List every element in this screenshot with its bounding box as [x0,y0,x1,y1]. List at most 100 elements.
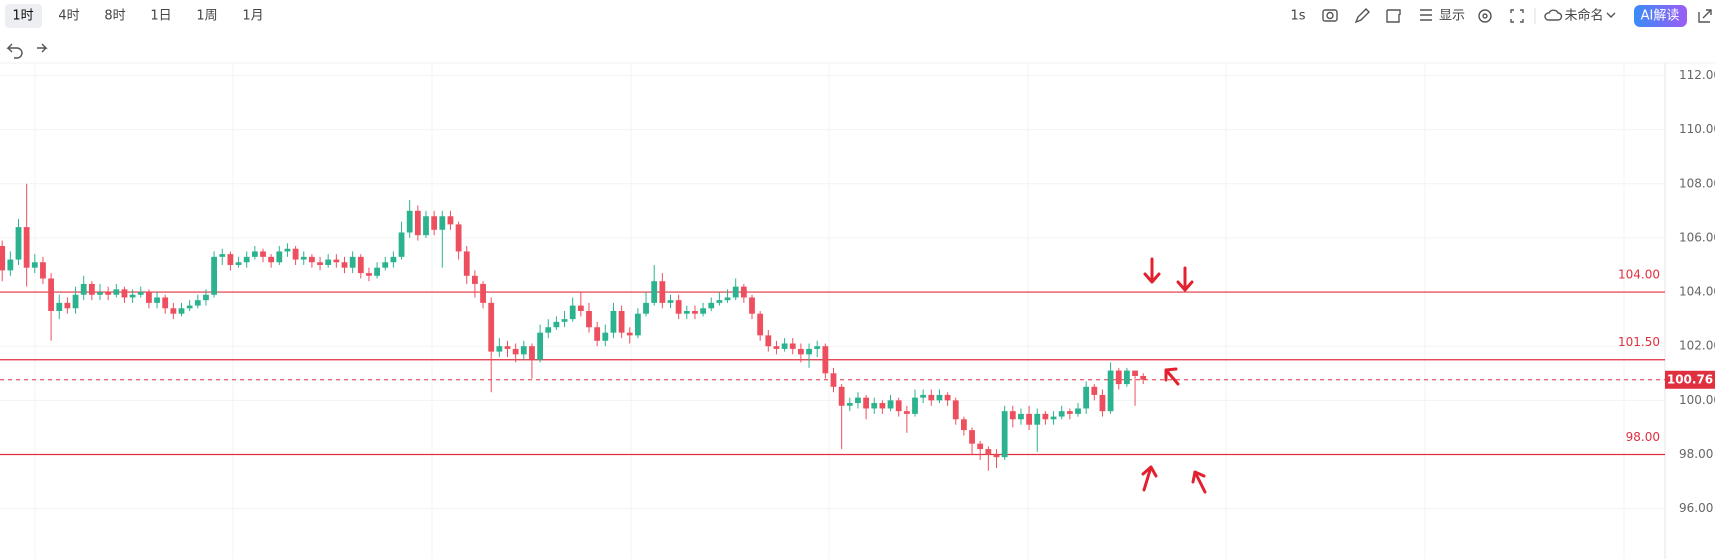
candle-body [23,227,30,268]
candle-body [406,210,413,233]
candle-body [765,335,772,347]
candle-body [961,419,967,431]
candle-body [814,346,821,349]
candle-body [1132,370,1138,376]
candle-body [855,397,861,404]
candle-body [227,254,234,265]
candle-body [309,256,315,263]
candle-body [219,254,226,257]
candle-body [251,251,258,257]
candle-body [203,294,209,301]
candle-body [602,332,609,341]
candle-body [48,278,54,311]
candle-body [146,292,152,303]
candle-body [194,300,201,306]
candle-body [586,311,592,328]
y-tick-label: 96.00 [1679,501,1713,515]
candle-body [879,403,886,409]
list-icon[interactable] [1420,9,1432,21]
interval-tab[interactable]: 1日 [150,9,171,24]
candle-body [390,256,397,263]
y-tick-label: 98.00 [1679,447,1713,461]
interval-tab[interactable]: 1周 [196,9,217,24]
last-price-box [1665,370,1715,389]
candle-body [56,302,63,311]
candle-body [1140,375,1147,380]
candle-body [7,259,14,271]
candle-body [1083,386,1090,409]
candle-body [40,262,46,279]
candle-body [895,400,902,412]
ai-button-bg[interactable] [1634,5,1687,27]
candle-body [178,308,185,314]
speed-button[interactable]: 1s [1290,9,1305,24]
candle-body [716,300,723,303]
interval-tab[interactable]: 1时 [12,9,33,24]
candle-body [757,313,764,336]
candle-body [1115,370,1122,385]
undo-icon[interactable] [6,43,23,59]
down-arrow [1143,257,1161,284]
candle-body [683,311,690,314]
last-price-label: 100.76 [1667,372,1713,386]
candle-body [357,256,364,274]
candle-body [31,262,38,268]
candle-body [659,281,666,303]
candle-body [871,403,878,409]
candle-body [1075,408,1081,414]
redo-icon[interactable] [37,43,48,53]
candle-body [643,302,649,314]
settings-icon[interactable] [1478,9,1492,23]
candle-body [1050,416,1057,420]
candle-body [414,210,421,236]
candle-body [1107,370,1114,412]
candle-body [1091,386,1098,395]
candle-body [577,305,584,311]
candle-body [1058,411,1065,417]
interval-tab[interactable]: 8时 [104,9,125,24]
candle-body [1001,411,1008,458]
cloud-icon[interactable] [1544,9,1563,21]
interval-tab[interactable]: 4时 [58,9,79,24]
candle-body [260,251,266,257]
candle-body [349,256,356,268]
annotation-arrows [1141,257,1207,494]
level-label: 104.00 [1618,268,1660,282]
candle-body [789,343,796,349]
y-tick-label: 104.00 [1679,285,1715,299]
candle-body [366,273,372,276]
candle-body [863,397,869,409]
interval-tab[interactable]: 1月 [242,9,263,24]
candle-body [488,302,495,352]
candle-body [504,346,511,349]
candle-body [594,327,601,341]
layout-name[interactable]: 未命名 [1564,8,1603,24]
candle-body [129,294,136,298]
camera-icon[interactable] [1322,9,1338,22]
display-button[interactable]: 显示 [1439,9,1465,24]
candle-body [740,286,747,298]
candle-body [64,302,71,309]
candle-body [472,275,478,284]
y-tick-label: 100.00 [1679,393,1715,407]
candle-body [781,343,788,349]
chevron-icon[interactable] [1606,12,1616,18]
candle-body [708,302,715,309]
candle-body [333,259,340,263]
fullscreen-icon[interactable] [1510,9,1524,23]
pen-icon[interactable] [1354,8,1370,24]
share-icon[interactable] [1698,9,1712,23]
candle-body [447,216,454,225]
export-icon[interactable] [1386,9,1401,23]
y-tick-label: 102.00 [1679,339,1715,353]
candle-body [749,297,755,314]
vertical-grid [34,63,1625,559]
candle-body [512,348,519,355]
ai-button[interactable]: AI解读 [1641,9,1680,24]
candle-body [121,289,128,298]
candle-body [618,311,625,333]
candle-body [268,256,275,263]
up-arrow [1164,367,1180,386]
candle-body [569,305,576,320]
